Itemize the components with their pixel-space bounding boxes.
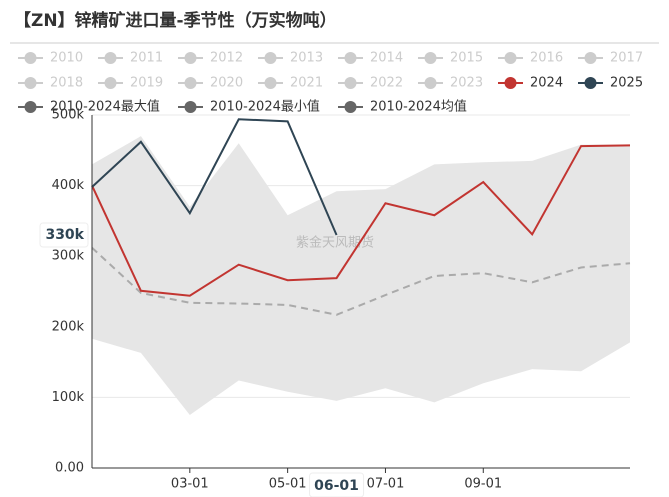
legend-icon <box>424 52 437 64</box>
legend-label: 2010-2024均值 <box>370 99 467 115</box>
legend-label: 2022 <box>370 76 403 91</box>
x-tick-label: 05-01 <box>269 477 307 492</box>
legend-label: 2024 <box>530 76 563 91</box>
legend-icon <box>184 52 197 64</box>
legend-icon <box>504 52 517 64</box>
x-tick-label: 03-01 <box>171 477 209 492</box>
legend-icon <box>24 52 37 64</box>
legend-icon <box>424 77 437 89</box>
x-tick-label: 07-01 <box>367 477 405 492</box>
legend-icon <box>504 77 517 89</box>
legend-icon <box>264 77 277 89</box>
y-tick-label: 400k <box>52 178 85 193</box>
watermark: 紫金天风期货 <box>296 235 374 251</box>
legend-label: 2021 <box>290 76 323 91</box>
legend-label: 2023 <box>450 76 483 91</box>
legend-label: 2012 <box>210 51 243 66</box>
legend-label: 2013 <box>290 51 323 66</box>
series-line <box>91 144 631 297</box>
legend-label: 2017 <box>610 51 643 66</box>
legend-label: 2019 <box>130 76 163 91</box>
legend-icon <box>344 52 357 64</box>
y-tick-label: 100k <box>52 390 85 405</box>
legend-label: 2018 <box>50 76 83 91</box>
legend-icon <box>264 52 277 64</box>
legend-icon <box>584 52 597 64</box>
chart-title: 【ZN】锌精矿进口量-季节性（万实物吨） <box>14 10 337 31</box>
legend-icon <box>104 52 117 64</box>
legend-label: 2015 <box>450 51 483 66</box>
legend-label: 2020 <box>210 76 243 91</box>
pointer-y-label: 330k <box>45 227 84 243</box>
legend-label: 2010-2024最大值 <box>50 99 160 115</box>
legend-icon <box>104 77 117 89</box>
legend-icon <box>24 77 37 89</box>
legend-icon <box>344 77 357 89</box>
x-tick-label: 09-01 <box>464 477 502 492</box>
pointer-x-box <box>309 472 365 497</box>
y-tick-label: 0.00 <box>55 461 84 476</box>
y-tick-label: 300k <box>52 249 85 264</box>
legend-icon <box>584 77 597 89</box>
legend-label: 2016 <box>530 51 563 66</box>
pointer-y-box <box>39 222 89 248</box>
legend-icon <box>24 101 37 113</box>
series-line <box>91 118 338 236</box>
y-tick-label: 500k <box>52 108 85 123</box>
pointer-x-label: 06-01 <box>314 478 359 494</box>
legend-label: 2010 <box>50 51 83 66</box>
legend-label: 2010-2024最小值 <box>210 99 320 115</box>
legend-label: 2025 <box>610 76 643 91</box>
legend-icon <box>184 77 197 89</box>
y-tick-label: 200k <box>52 319 85 334</box>
legend-label: 2011 <box>130 51 163 66</box>
legend-icon <box>184 101 197 113</box>
range-band <box>92 136 630 416</box>
series-line <box>91 246 631 316</box>
legend-label: 2014 <box>370 51 403 66</box>
legend-icon <box>344 101 357 113</box>
